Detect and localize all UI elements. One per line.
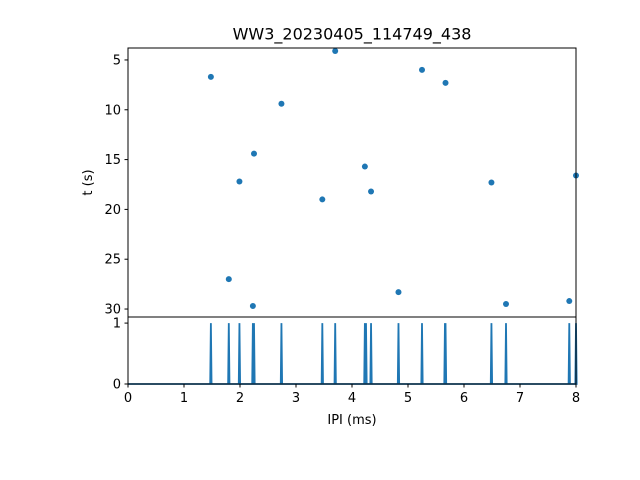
- ipi-x-tick-label: 5: [404, 391, 412, 406]
- ipi-x-tick-label: 8: [572, 391, 580, 406]
- chart-title: WW3_20230405_114749_438: [233, 25, 472, 45]
- scatter-point: [278, 100, 285, 107]
- ipi-frame: [127, 316, 577, 385]
- scatter-point: [332, 47, 339, 54]
- scatter-point: [207, 73, 214, 80]
- scatter-point: [368, 188, 375, 195]
- scatter-point: [419, 66, 425, 73]
- scatter-point: [503, 301, 509, 308]
- ipi-x-axis-label: IPI (ms): [327, 413, 376, 428]
- scatter-y-tick-label: 20: [104, 203, 121, 218]
- scatter-y-tick-label: 10: [104, 103, 121, 118]
- ipi-y-ticks: 01: [113, 317, 128, 393]
- ipi-x-tick-label: 7: [516, 391, 524, 406]
- scatter-point: [361, 163, 368, 170]
- scatter-point: [566, 298, 573, 305]
- scatter-axes: 5 10 15 20 25 30: [104, 47, 579, 318]
- scatter-y-tick-label: 30: [104, 303, 121, 318]
- scatter-point: [488, 179, 495, 186]
- scatter-point: [236, 178, 243, 185]
- scatter-point: [225, 276, 232, 283]
- scatter-y-ticks: 5 10 15 20 25 30: [104, 53, 128, 318]
- ipi-x-tick-label: 1: [180, 391, 188, 406]
- scatter-point: [395, 289, 402, 296]
- scatter-y-tick-label: 5: [113, 53, 121, 68]
- ipi-x-tick-label: 3: [292, 391, 300, 406]
- ipi-x-tick-label: 0: [124, 391, 132, 406]
- scatter-y-tick-label: 25: [104, 253, 121, 268]
- scatter-y-axis-label: t (s): [81, 169, 96, 195]
- scatter-points: [207, 47, 579, 310]
- ipi-x-tick-label: 6: [460, 391, 468, 406]
- scatter-y-tick-label: 15: [104, 153, 121, 168]
- ipi-y-tick-label: 0: [113, 378, 121, 393]
- scatter-point: [251, 150, 257, 157]
- scatter-point: [249, 303, 256, 310]
- ipi-x-tick-label: 4: [348, 391, 356, 406]
- ipi-x-ticks: 0 1 2 3 4 5 6 7 8: [124, 384, 580, 406]
- ipi-x-tick-label: 2: [236, 391, 244, 406]
- ipi-y-tick-label: 1: [113, 317, 121, 332]
- scatter-point: [319, 196, 326, 203]
- scatter-point: [442, 79, 449, 86]
